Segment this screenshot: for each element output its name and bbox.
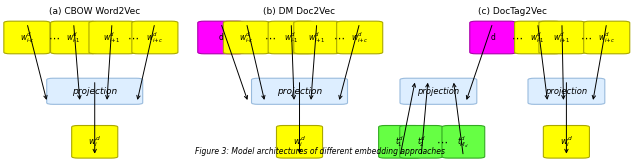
FancyBboxPatch shape: [132, 21, 178, 54]
Text: $w^d_{i\text{-}1}$: $w^d_{i\text{-}1}$: [67, 30, 81, 45]
FancyBboxPatch shape: [400, 78, 477, 104]
Text: d: d: [218, 33, 223, 42]
Text: $w^d_{i\text{+}1}$: $w^d_{i\text{+}1}$: [308, 30, 325, 45]
Text: $w_i^d$: $w_i^d$: [293, 134, 306, 149]
Text: projection: projection: [72, 87, 117, 96]
Text: $w^d_{i\text{+}1}$: $w^d_{i\text{+}1}$: [554, 30, 570, 45]
FancyBboxPatch shape: [4, 21, 50, 54]
FancyBboxPatch shape: [47, 78, 143, 104]
FancyBboxPatch shape: [543, 126, 589, 158]
FancyBboxPatch shape: [539, 21, 585, 54]
Text: $\cdots$: $\cdots$: [264, 32, 276, 43]
FancyBboxPatch shape: [198, 21, 244, 54]
Text: $\cdots$: $\cdots$: [333, 32, 345, 43]
Text: $w^d_{i\text{+}1}$: $w^d_{i\text{+}1}$: [104, 30, 120, 45]
Text: $w^d_{i\text{-}1}$: $w^d_{i\text{-}1}$: [284, 30, 298, 45]
Text: $w_i^d$: $w_i^d$: [88, 134, 101, 149]
Text: $\cdots$: $\cdots$: [436, 137, 448, 147]
Text: $w^d_{i\text{-}c}$: $w^d_{i\text{-}c}$: [20, 30, 34, 45]
Text: (c) DocTag2Vec: (c) DocTag2Vec: [477, 7, 547, 16]
Text: $w^d_{i\text{-}1}$: $w^d_{i\text{-}1}$: [531, 30, 545, 45]
Text: projection: projection: [417, 87, 460, 96]
Text: $w^d_{i\text{-}c}$: $w^d_{i\text{-}c}$: [239, 30, 253, 45]
FancyBboxPatch shape: [584, 21, 630, 54]
Text: d: d: [490, 33, 495, 42]
Text: $\cdots$: $\cdots$: [49, 32, 60, 43]
Text: $w^d_{i\text{+}c}$: $w^d_{i\text{+}c}$: [147, 30, 163, 45]
FancyBboxPatch shape: [379, 126, 421, 158]
Text: (b) DM Doc2Vec: (b) DM Doc2Vec: [264, 7, 335, 16]
FancyBboxPatch shape: [294, 21, 340, 54]
Text: $\cdots$: $\cdots$: [580, 32, 591, 43]
Text: Figure 3: Model architectures of different embedding approaches: Figure 3: Model architectures of differe…: [195, 148, 445, 156]
Text: (a) CBOW Word2Vec: (a) CBOW Word2Vec: [49, 7, 140, 16]
Text: $\cdots$: $\cdots$: [127, 32, 138, 43]
Text: $w^d_{i\text{+}c}$: $w^d_{i\text{+}c}$: [598, 30, 615, 45]
FancyBboxPatch shape: [223, 21, 269, 54]
Text: projection: projection: [545, 87, 588, 96]
FancyBboxPatch shape: [528, 78, 605, 104]
FancyBboxPatch shape: [442, 126, 484, 158]
FancyBboxPatch shape: [268, 21, 314, 54]
FancyBboxPatch shape: [515, 21, 561, 54]
FancyBboxPatch shape: [276, 126, 323, 158]
Text: $w^d_{i\text{+}c}$: $w^d_{i\text{+}c}$: [351, 30, 368, 45]
FancyBboxPatch shape: [252, 78, 348, 104]
Text: $t_1^d$: $t_1^d$: [396, 134, 404, 149]
FancyBboxPatch shape: [51, 21, 97, 54]
Text: $t^d_{M_d}$: $t^d_{M_d}$: [458, 134, 469, 150]
Text: $t_2^d$: $t_2^d$: [417, 134, 426, 149]
FancyBboxPatch shape: [400, 126, 442, 158]
FancyBboxPatch shape: [337, 21, 383, 54]
Text: $w_i^d$: $w_i^d$: [560, 134, 573, 149]
FancyBboxPatch shape: [470, 21, 516, 54]
FancyBboxPatch shape: [72, 126, 118, 158]
Text: $\cdots$: $\cdots$: [511, 32, 523, 43]
Text: projection: projection: [277, 87, 322, 96]
FancyBboxPatch shape: [89, 21, 135, 54]
